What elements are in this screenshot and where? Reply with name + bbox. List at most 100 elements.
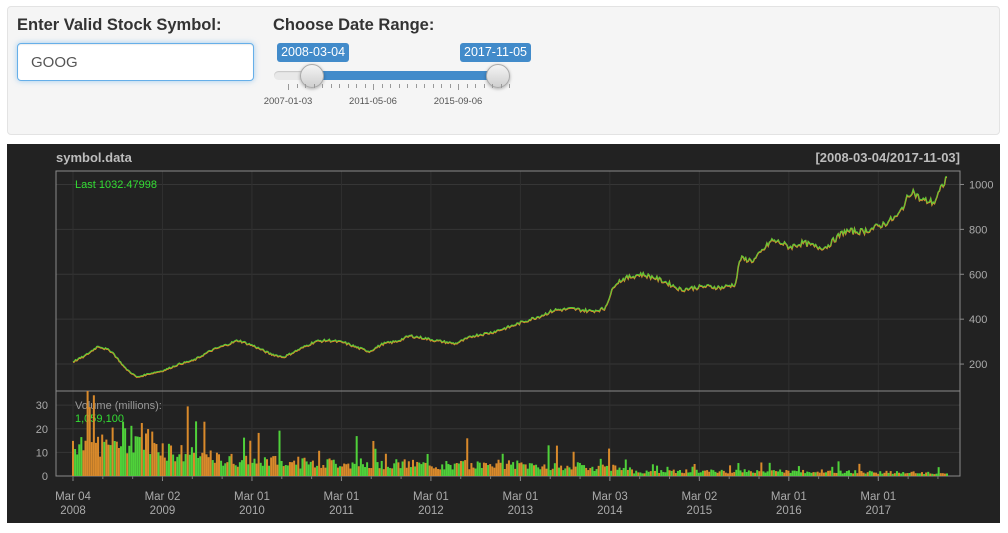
volume-bar (416, 461, 419, 476)
volume-bar (313, 467, 316, 476)
volume-bar (758, 471, 761, 476)
volume-bar (662, 471, 665, 476)
volume-bar (299, 468, 302, 476)
volume-bar (866, 472, 869, 476)
volume-bar (259, 462, 262, 476)
volume-bar (743, 469, 746, 476)
volume-bar (230, 453, 233, 476)
volume-bar (793, 470, 796, 476)
volume-bar (380, 460, 383, 476)
volume-bar (418, 462, 421, 476)
volume-bar (816, 471, 819, 476)
volume-bar (366, 462, 369, 476)
volume-bar (568, 467, 571, 476)
volume-bar (349, 468, 352, 476)
volume-bar (138, 437, 141, 476)
volume-bar (587, 470, 590, 476)
volume-bar (831, 466, 834, 476)
volume-bar (608, 448, 611, 476)
volume-bar (88, 407, 91, 476)
volume-bar (708, 471, 711, 476)
slider-from-handle[interactable] (300, 64, 325, 88)
volume-bar (157, 452, 160, 476)
volume-bar (553, 463, 556, 476)
volume-bar (733, 472, 736, 476)
x-tick-year-label: 2015 (687, 505, 713, 517)
volume-last-label: 1,059,100 (75, 413, 124, 425)
volume-bar (908, 472, 911, 476)
volume-bar (203, 421, 206, 476)
volume-bar (768, 462, 771, 476)
volume-bar (422, 462, 425, 476)
x-tick-year-label: 2011 (329, 505, 354, 517)
volume-bar (232, 463, 235, 476)
volume-bar (712, 470, 715, 476)
volume-bar (457, 463, 460, 476)
volume-bar (852, 473, 855, 476)
volume-tick-label: 20 (36, 424, 48, 436)
volume-bar (234, 465, 237, 476)
volume-bar (182, 461, 185, 476)
volume-bar (605, 465, 608, 476)
x-tick-year-label: 2009 (150, 505, 176, 517)
volume-bar (572, 451, 575, 476)
volume-bar (407, 461, 410, 476)
volume-bar (704, 470, 707, 476)
volume-bar (681, 472, 684, 476)
volume-bar (480, 467, 483, 476)
volume-bar (443, 469, 446, 476)
volume-bar (618, 467, 621, 476)
volume-bar (920, 472, 923, 476)
volume-bar (397, 462, 400, 476)
volume-bar (789, 472, 792, 476)
volume-bar (207, 457, 210, 476)
volume-bar (591, 466, 594, 476)
symbol-input[interactable] (17, 43, 254, 81)
volume-bar (149, 454, 152, 476)
volume-bar (199, 456, 202, 476)
axes: 200 400 600 800 1000 0 10 20 30 Mar 04 2008 Mar 02 2… (36, 179, 994, 517)
volume-bar (522, 464, 525, 476)
price-tick-label: 600 (969, 269, 987, 281)
slider-to-handle[interactable] (486, 64, 510, 88)
volume-bar (585, 467, 588, 476)
volume-bar (485, 463, 488, 476)
volume-bar (737, 463, 740, 476)
volume-bar (386, 466, 389, 476)
volume-bar (140, 422, 143, 476)
volume-bar (818, 472, 821, 476)
slider-tick (492, 84, 493, 88)
date-range-slider[interactable]: 2008-03-04 2017-11-05 2007-01-03 2011-05… (258, 40, 532, 115)
volume-bar (731, 472, 734, 476)
slider-tick (475, 84, 476, 88)
volume-bar (912, 471, 915, 476)
volume-tick-label: 30 (36, 400, 48, 412)
volume-bar (97, 436, 100, 476)
volume-bar (843, 472, 846, 476)
volume-bar (679, 469, 682, 476)
price-line (72, 176, 948, 378)
volume-bar (462, 461, 465, 476)
volume-bar (626, 469, 629, 476)
x-tick-label: Mar 01 (860, 491, 896, 503)
volume-bar (718, 471, 721, 476)
volume-bar (224, 463, 227, 476)
volume-bar (524, 464, 527, 476)
volume-bar (885, 470, 888, 476)
volume-bar (384, 453, 387, 476)
volume-bar (710, 469, 713, 476)
volume-bar (370, 468, 373, 476)
slider-tick-label: 2015-09-06 (433, 96, 483, 107)
volume-bar (291, 462, 294, 476)
volume-bar (493, 467, 496, 476)
volume-bar (777, 471, 780, 476)
volume-bar (459, 460, 462, 476)
slider-tick (356, 84, 357, 88)
volume-bar (301, 458, 304, 476)
volume-bar (265, 459, 268, 476)
volume-bar (412, 459, 415, 476)
volume-bar (835, 472, 838, 476)
volume-bar (441, 464, 444, 476)
volume-bar (666, 466, 669, 476)
stock-chart-svg: symbol.data [2008-03-04/2017-11-03] Last… (36, 150, 994, 517)
